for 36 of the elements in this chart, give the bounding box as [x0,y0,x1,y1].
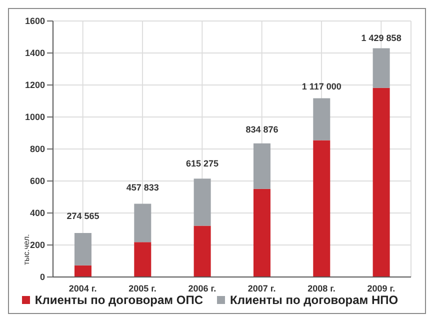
y-tick-label: 400 [30,208,45,218]
annotation: 1 429 858 [361,33,402,44]
y-tick-label: 1200 [24,80,45,90]
y-axis-title: тыс.чел. [22,234,31,265]
x-tick-label: 2006 г. [188,283,216,294]
y-tick-label: 0 [40,272,45,282]
bar [372,88,390,277]
annotation: 834 876 [246,124,278,135]
annotation: 615 275 [186,158,219,168]
legend-label: Клиенты по договорам НПО [229,293,398,307]
x-tick-label: 2008 г. [308,283,336,294]
annotation: 457 833 [126,182,159,193]
legend-label: Клиенты по договорам ОПС [34,293,203,307]
bar [313,140,330,277]
y-tick-label: 1400 [24,48,45,58]
y-tick-label: 1600 [24,16,45,26]
y-tick-label: 800 [30,144,45,154]
y-tick-label: 600 [30,176,45,186]
bar [194,226,211,277]
y-tick-label: 1000 [24,112,45,122]
bar [372,48,390,88]
bar [134,204,152,242]
x-tick-label: 2009 г. [367,283,396,294]
x-tick-label: 2005 г. [128,283,156,294]
bar [253,188,270,277]
annotation: 274 565 [66,210,100,221]
bar [74,233,92,266]
bar [253,143,270,189]
bar [74,265,92,277]
annotation: 1 117 000 [302,81,342,92]
y-tick-label: 200 [30,240,45,250]
x-tick-label: 2007 г. [248,283,276,294]
x-tick-label: 2004 г. [68,283,97,294]
bar [134,242,152,277]
bar [194,178,211,226]
bar [313,98,330,140]
